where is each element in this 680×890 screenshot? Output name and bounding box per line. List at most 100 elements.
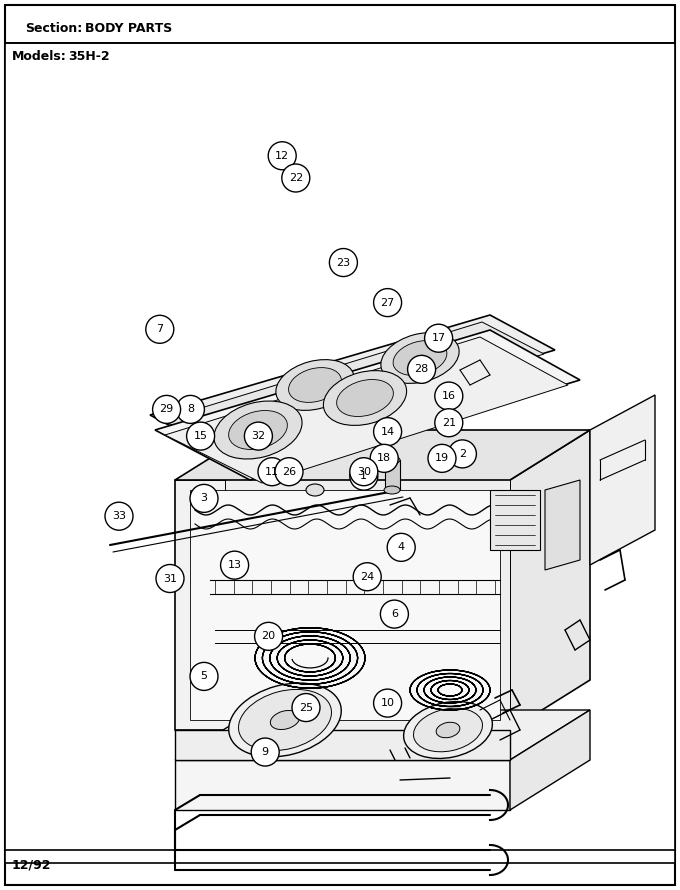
Text: BODY PARTS: BODY PARTS xyxy=(85,22,172,35)
Polygon shape xyxy=(150,315,555,450)
Ellipse shape xyxy=(228,683,341,756)
Text: 24: 24 xyxy=(360,571,374,582)
Circle shape xyxy=(244,422,273,450)
Ellipse shape xyxy=(404,701,492,758)
Circle shape xyxy=(146,315,174,344)
Circle shape xyxy=(275,457,303,486)
Ellipse shape xyxy=(393,341,447,376)
Text: 18: 18 xyxy=(377,453,391,464)
Text: 21: 21 xyxy=(442,417,456,428)
Ellipse shape xyxy=(271,710,300,730)
Text: 20: 20 xyxy=(262,631,275,642)
Text: 2: 2 xyxy=(459,449,466,459)
Text: 32: 32 xyxy=(252,431,265,441)
Circle shape xyxy=(258,457,286,486)
Text: 29: 29 xyxy=(160,404,173,415)
Circle shape xyxy=(105,502,133,530)
Polygon shape xyxy=(590,395,655,565)
Ellipse shape xyxy=(381,333,459,384)
Circle shape xyxy=(329,248,358,277)
Text: 10: 10 xyxy=(381,698,394,708)
Ellipse shape xyxy=(384,486,400,494)
Text: 19: 19 xyxy=(435,453,449,464)
Circle shape xyxy=(282,164,310,192)
Ellipse shape xyxy=(239,690,331,750)
Text: 30: 30 xyxy=(357,466,371,477)
Circle shape xyxy=(176,395,205,424)
Text: 15: 15 xyxy=(194,431,207,441)
Polygon shape xyxy=(175,760,510,810)
Polygon shape xyxy=(490,490,540,550)
Circle shape xyxy=(254,622,283,651)
Polygon shape xyxy=(175,480,510,730)
Circle shape xyxy=(350,462,378,490)
Circle shape xyxy=(435,382,463,410)
Polygon shape xyxy=(165,337,568,483)
Text: 27: 27 xyxy=(381,297,394,308)
Circle shape xyxy=(373,689,402,717)
Circle shape xyxy=(152,395,181,424)
Polygon shape xyxy=(162,322,544,452)
Circle shape xyxy=(407,355,436,384)
Text: 3: 3 xyxy=(201,493,207,504)
Polygon shape xyxy=(190,490,500,720)
Text: 1: 1 xyxy=(360,471,367,481)
Text: 7: 7 xyxy=(156,324,163,335)
Text: 22: 22 xyxy=(289,173,303,183)
Text: 25: 25 xyxy=(299,702,313,713)
Circle shape xyxy=(373,417,402,446)
Polygon shape xyxy=(175,430,590,480)
Text: 12/92: 12/92 xyxy=(12,858,52,871)
Circle shape xyxy=(424,324,453,352)
Text: 31: 31 xyxy=(163,573,177,584)
Text: 28: 28 xyxy=(415,364,428,375)
Ellipse shape xyxy=(413,708,483,752)
Ellipse shape xyxy=(306,484,324,496)
Circle shape xyxy=(190,662,218,691)
Polygon shape xyxy=(225,465,510,715)
Circle shape xyxy=(350,457,378,486)
Circle shape xyxy=(435,409,463,437)
Text: 35H-2: 35H-2 xyxy=(68,50,109,63)
Text: 33: 33 xyxy=(112,511,126,522)
Text: 26: 26 xyxy=(282,466,296,477)
Text: 12: 12 xyxy=(275,150,289,161)
Ellipse shape xyxy=(276,360,354,410)
Text: 23: 23 xyxy=(337,257,350,268)
Text: 6: 6 xyxy=(391,609,398,619)
Ellipse shape xyxy=(436,723,460,738)
Text: 16: 16 xyxy=(442,391,456,401)
Polygon shape xyxy=(545,480,580,570)
Circle shape xyxy=(387,533,415,562)
Polygon shape xyxy=(510,430,590,730)
Text: 8: 8 xyxy=(187,404,194,415)
Circle shape xyxy=(220,551,249,579)
Ellipse shape xyxy=(337,379,393,417)
Ellipse shape xyxy=(288,368,341,402)
Polygon shape xyxy=(155,330,580,480)
Text: 5: 5 xyxy=(201,671,207,682)
Text: 17: 17 xyxy=(432,333,445,344)
Ellipse shape xyxy=(324,370,407,425)
Text: 13: 13 xyxy=(228,560,241,570)
Text: 11: 11 xyxy=(265,466,279,477)
Circle shape xyxy=(190,484,218,513)
Polygon shape xyxy=(385,460,400,490)
Circle shape xyxy=(448,440,477,468)
Circle shape xyxy=(186,422,215,450)
Circle shape xyxy=(373,288,402,317)
Text: Models:: Models: xyxy=(12,50,67,63)
Text: 4: 4 xyxy=(398,542,405,553)
Circle shape xyxy=(370,444,398,473)
Circle shape xyxy=(251,738,279,766)
Polygon shape xyxy=(175,730,510,760)
Polygon shape xyxy=(510,710,590,810)
Circle shape xyxy=(292,693,320,722)
Circle shape xyxy=(428,444,456,473)
Circle shape xyxy=(156,564,184,593)
Text: 14: 14 xyxy=(381,426,394,437)
Ellipse shape xyxy=(214,401,302,459)
Ellipse shape xyxy=(384,456,400,464)
Polygon shape xyxy=(175,710,590,760)
Text: 9: 9 xyxy=(262,747,269,757)
